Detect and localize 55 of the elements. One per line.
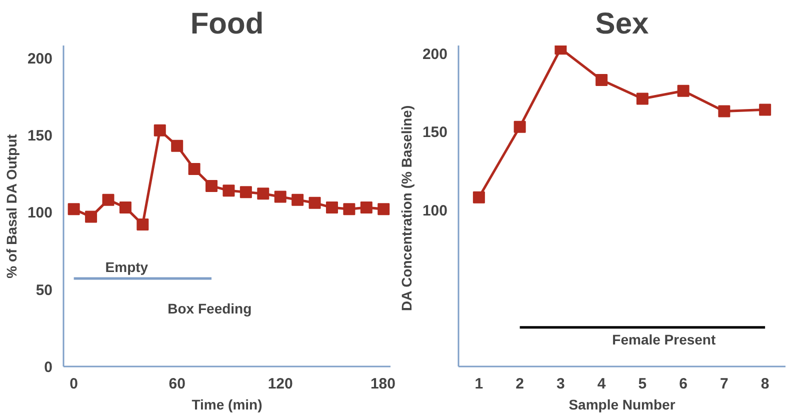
- x-tick-label: 4: [597, 376, 606, 392]
- x-tick-label: 3: [556, 376, 565, 392]
- point: [154, 124, 166, 136]
- point: [378, 203, 390, 216]
- point: [206, 180, 218, 192]
- point: [188, 162, 200, 175]
- point: [326, 202, 338, 214]
- x-tick-label: 0: [70, 376, 78, 392]
- point: [171, 140, 184, 152]
- y-tick-label: 150: [422, 124, 448, 142]
- annotation: Empty: [105, 258, 148, 275]
- x-tick-label: 8: [760, 376, 770, 392]
- chart-title: Food: [190, 8, 264, 40]
- x-axis-title: Time (min): [192, 396, 262, 412]
- annotation: Box Feeding: [168, 300, 252, 316]
- x-tick-label: 1: [474, 376, 484, 392]
- x-tick-label: 7: [720, 376, 728, 392]
- y-axis-title: DA Concentration (% Baseline): [398, 105, 414, 312]
- point: [222, 184, 235, 197]
- x-tick-label: 60: [168, 376, 186, 392]
- y-tick-label: 0: [44, 359, 52, 376]
- point: [308, 196, 321, 209]
- point: [636, 92, 648, 105]
- point: [68, 203, 80, 216]
- point: [514, 120, 526, 133]
- point: [343, 203, 356, 216]
- point: [596, 74, 608, 86]
- x-axis-title: Sample Number: [568, 396, 676, 412]
- point: [85, 210, 98, 223]
- point: [292, 194, 304, 206]
- y-tick-label: 100: [422, 202, 448, 220]
- point: [718, 105, 730, 118]
- point: [119, 202, 132, 214]
- y-axis-title: % of Basal DA Output: [3, 134, 20, 278]
- point: [136, 218, 149, 231]
- annotation: Female Present: [612, 332, 716, 348]
- point: [472, 191, 485, 204]
- point: [240, 186, 252, 198]
- x-tick-label: 180: [370, 376, 396, 392]
- y-tick-label: 100: [27, 204, 53, 222]
- point: [257, 188, 270, 200]
- x-tick-label: 6: [679, 376, 688, 392]
- x-tick-label: 120: [268, 376, 293, 392]
- y-tick-label: 200: [27, 50, 53, 68]
- y-tick-label: 200: [422, 46, 448, 63]
- point: [102, 194, 114, 206]
- point: [759, 104, 772, 116]
- x-tick-label: 5: [638, 376, 647, 392]
- point: [677, 84, 690, 97]
- chart-title: Sex: [595, 8, 650, 40]
- point: [274, 190, 286, 203]
- point: [360, 202, 372, 214]
- x-tick-label: 2: [516, 376, 524, 392]
- y-tick-label: 150: [27, 128, 53, 145]
- y-tick-label: 50: [36, 282, 53, 299]
